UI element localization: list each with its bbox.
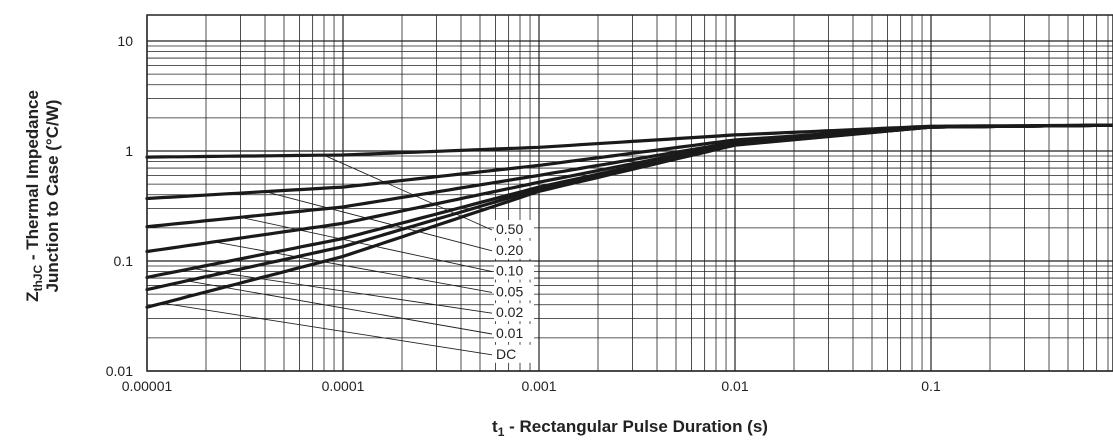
- x-tick-label: 0.001: [521, 378, 556, 394]
- duty-label: 0.10: [496, 263, 523, 279]
- leader-line: [214, 241, 493, 293]
- duty-label-boxes: [494, 220, 534, 363]
- curves: [145, 123, 1113, 309]
- leader-line: [264, 191, 493, 252]
- x-tick-label: 0.01: [721, 378, 748, 394]
- leader-line: [192, 267, 493, 314]
- duty-label-bg: [494, 220, 534, 238]
- curve-001: [145, 123, 1113, 292]
- y-tick-label: 0.01: [106, 363, 133, 379]
- curve-dc: [145, 123, 1113, 309]
- y-tick-label: 10: [117, 33, 133, 49]
- x-tick-label: 0.00001: [122, 378, 173, 394]
- y-tick-label: 1: [125, 143, 133, 159]
- duty-label-bg: [494, 261, 534, 280]
- duty-label: 0.05: [496, 283, 523, 299]
- duty-label: 0.20: [496, 242, 523, 258]
- y-axis-title-line2: Junction to Case (°C/W): [43, 100, 62, 293]
- plot-frame: [146, 14, 1113, 372]
- duty-label: 0.01: [496, 325, 523, 341]
- duty-label-bg: [494, 240, 534, 259]
- duty-label: 0.50: [496, 221, 523, 237]
- x-axis-title: t1 - Rectangular Pulse Duration (s): [492, 417, 768, 439]
- y-axis-title-line1: ZthJC - Thermal Impedance: [23, 90, 45, 302]
- duty-label-bg: [494, 324, 534, 342]
- leader-line: [240, 216, 493, 273]
- leader-line: [162, 302, 493, 356]
- curve-002: [145, 123, 1113, 279]
- duty-label-bg: [494, 282, 534, 301]
- duty-label-bg: [494, 344, 534, 363]
- leader-line: [323, 154, 493, 231]
- major-grid: [146, 15, 1113, 372]
- duty-labels: 0.50 0.20 0.10 0.05 0.02 0.01 DC: [496, 221, 523, 362]
- duty-label: DC: [496, 346, 516, 362]
- x-tick-label: 0.1: [921, 378, 941, 394]
- x-tick-labels: 0.00001 0.0001 0.001 0.01 0.1: [122, 378, 941, 394]
- y-tick-label: 0.1: [114, 253, 134, 269]
- duty-label: 0.02: [496, 304, 523, 320]
- minor-grid: [147, 15, 1113, 371]
- y-tick-labels: 0.01 0.1 1 10: [106, 33, 133, 379]
- duty-label-bg: [494, 303, 534, 322]
- leader-line: [186, 280, 493, 335]
- curve-005: [145, 123, 1113, 254]
- duty-leader-lines: [162, 154, 493, 356]
- x-tick-label: 0.0001: [322, 378, 365, 394]
